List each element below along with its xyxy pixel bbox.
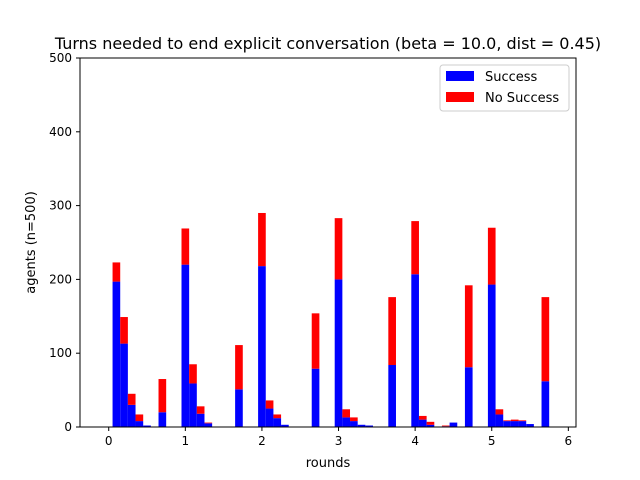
bar-no-success <box>418 415 427 420</box>
x-tick-label: 4 <box>411 434 419 448</box>
bar-success <box>158 412 167 427</box>
bar-success <box>281 424 289 427</box>
bar-no-success <box>235 345 243 390</box>
bar-success <box>196 413 205 427</box>
bar-no-success <box>311 313 320 369</box>
bar-success <box>350 421 358 427</box>
bar-no-success <box>196 406 205 414</box>
bar-no-success <box>112 262 121 282</box>
bar-no-success <box>189 364 197 384</box>
bar-no-success <box>495 409 504 415</box>
bar-success <box>265 408 274 427</box>
bar-success <box>189 383 197 427</box>
bar-no-success <box>334 218 343 280</box>
bar-success <box>258 266 266 427</box>
bar-no-success <box>411 221 419 275</box>
bar-no-success <box>342 409 351 418</box>
bar-success <box>411 274 419 427</box>
bar-no-success <box>487 227 496 285</box>
bar-success <box>464 367 473 427</box>
x-tick-label: 3 <box>335 434 343 448</box>
legend-label-success: Success <box>485 70 538 85</box>
chart-title: Turns needed to end explicit conversatio… <box>54 34 601 53</box>
bar-no-success <box>388 297 396 366</box>
bar-success <box>334 279 343 427</box>
bar-no-success <box>503 420 511 422</box>
x-tick-label: 5 <box>488 434 496 448</box>
y-axis-ticks: 0 100 200 300 400 500 <box>49 51 80 434</box>
bar-success <box>112 281 121 427</box>
y-tick-label: 0 <box>64 420 72 434</box>
bar-success <box>273 418 282 427</box>
bar-no-success <box>510 419 519 422</box>
x-axis-label: rounds <box>306 456 351 471</box>
x-tick-label: 1 <box>182 434 190 448</box>
legend-swatch-no-success <box>446 92 474 102</box>
bar-success <box>204 423 213 427</box>
bar-no-success <box>127 393 136 405</box>
x-tick-label: 2 <box>258 434 266 448</box>
y-tick-label: 500 <box>49 51 72 65</box>
x-tick-label: 0 <box>105 434 113 448</box>
bar-no-success <box>541 297 550 382</box>
bar-success <box>426 424 435 427</box>
bar-success <box>181 264 190 427</box>
bar-no-success <box>258 212 266 267</box>
bar-success <box>388 365 396 427</box>
y-axis-label: agents (n=500) <box>24 191 39 294</box>
bar-success <box>526 424 534 427</box>
bar-no-success <box>120 317 128 344</box>
bar-success <box>365 425 374 427</box>
x-tick-label: 6 <box>565 434 573 448</box>
bar-no-success <box>204 422 213 424</box>
bar-success <box>357 424 366 427</box>
bar-success <box>449 422 458 427</box>
bar-success <box>135 421 144 427</box>
axes: 0 1 2 3 4 5 6 0 100 200 300 400 500 <box>49 51 577 448</box>
bar-no-success <box>265 400 274 409</box>
bar-success <box>495 414 504 427</box>
plot-frame <box>79 57 577 428</box>
bar-success <box>120 343 128 427</box>
bar-success <box>518 421 527 427</box>
bar-success <box>311 368 320 427</box>
bar-success <box>418 419 427 427</box>
legend-swatch-success <box>446 71 474 81</box>
bar-success <box>235 389 243 427</box>
legend-label-no-success: No Success <box>485 91 559 106</box>
bar-no-success <box>441 425 450 427</box>
bar-no-success <box>426 421 435 425</box>
bars-layer <box>112 212 550 427</box>
bar-success <box>541 381 550 427</box>
bar-no-success <box>158 379 167 413</box>
bar-success <box>127 404 136 427</box>
bar-no-success <box>518 420 527 422</box>
bar-success <box>342 417 351 427</box>
bar-success <box>487 284 496 427</box>
y-tick-label: 400 <box>49 125 72 139</box>
bar-no-success <box>464 285 473 368</box>
y-tick-label: 200 <box>49 272 72 286</box>
bar-no-success <box>273 414 282 419</box>
bar-no-success <box>135 414 144 422</box>
bar-success <box>510 421 519 427</box>
x-axis-ticks: 0 1 2 3 4 5 6 <box>105 427 572 448</box>
bar-no-success <box>350 417 358 422</box>
legend: Success No Success <box>439 64 570 112</box>
bar-success <box>143 425 151 427</box>
bar-success <box>503 421 511 427</box>
bar-no-success <box>181 228 190 265</box>
y-tick-label: 300 <box>49 199 72 213</box>
y-tick-label: 100 <box>49 346 72 360</box>
